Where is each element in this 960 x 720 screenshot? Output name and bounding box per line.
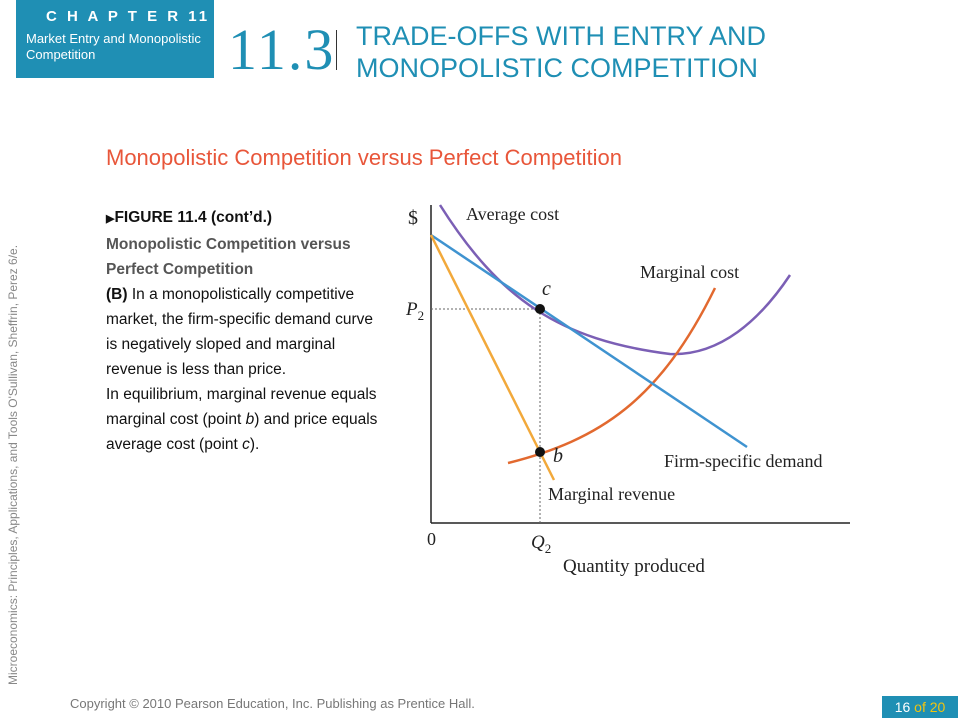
price-label: P2 <box>405 299 424 323</box>
page-current: 16 <box>894 699 911 715</box>
quantity-subscript: 2 <box>545 541 552 556</box>
part-label: (B) <box>106 286 128 303</box>
side-credit: Microeconomics: Principles, Applications… <box>6 244 20 685</box>
figure-caption: ▶FIGURE 11.4 (cont’d.) Monopolistic Comp… <box>106 205 378 457</box>
average-cost-curve <box>438 204 792 356</box>
eq-text-1: In equilibrium, marginal revenue equals … <box>106 386 377 428</box>
slide-subtitle: Monopolistic Competition versus Perfect … <box>106 145 623 170</box>
marginal-cost-label: Marginal cost <box>640 262 739 282</box>
quantity-label: Q2 <box>531 532 551 556</box>
point-c-label: c <box>542 278 551 300</box>
y-axis-label: $ <box>408 207 418 229</box>
point-c-marker <box>535 304 545 314</box>
chapter-badge: C H A P T E R 11 Market Entry and Monopo… <box>16 0 214 78</box>
equilibrium-description: In equilibrium, marginal revenue equals … <box>106 382 378 457</box>
point-b-label: b <box>553 445 563 467</box>
price-subscript: 2 <box>418 308 425 323</box>
x-axis-label: Quantity produced <box>563 556 705 577</box>
figure-title: Monopolistic Competition versus Perfect … <box>106 236 351 278</box>
marginal-revenue-label: Marginal revenue <box>548 484 675 504</box>
origin-label: 0 <box>427 529 436 549</box>
figure-label-line: ▶FIGURE 11.4 (cont’d.) <box>106 205 378 232</box>
triangle-bullet-icon: ▶ <box>106 213 115 225</box>
section-title: TRADE-OFFS WITH ENTRY AND MONOPOLISTIC C… <box>356 21 767 83</box>
chapter-subtitle: Market Entry and Monopolistic Competitio… <box>26 31 201 62</box>
eq-text-3: ). <box>249 436 260 453</box>
marginal-revenue-curve <box>429 234 556 481</box>
average-cost-label: Average cost <box>466 204 559 224</box>
copyright-footer: Copyright © 2010 Pearson Education, Inc.… <box>70 696 475 711</box>
page-total: of 20 <box>914 699 946 715</box>
part-text: In a monopolistically competitive market… <box>106 286 374 378</box>
quantity-letter: Q <box>531 532 545 553</box>
price-letter: P <box>405 299 418 320</box>
eq-point-c: c <box>242 436 250 453</box>
section-divider <box>336 30 337 70</box>
demand-label: Firm-specific demand <box>664 451 822 471</box>
section-number: 11.3 <box>228 17 336 82</box>
page-indicator: 16 of 20 <box>882 696 958 718</box>
eq-point-b: b <box>245 411 255 428</box>
figure-label: FIGURE 11.4 (cont’d.) <box>114 209 273 226</box>
part-description: (B) In a monopolistically competitive ma… <box>106 282 378 382</box>
eq-text-2: ) and price equals average cost (point <box>106 411 378 453</box>
point-b-marker <box>535 447 545 457</box>
demand-curve <box>430 233 748 449</box>
economics-diagram: $ Quantity produced 0 P2 Q2 c b Average … <box>405 204 850 577</box>
chapter-label: C H A P T E R 11 <box>46 8 211 25</box>
marginal-cost-curve <box>507 287 717 465</box>
